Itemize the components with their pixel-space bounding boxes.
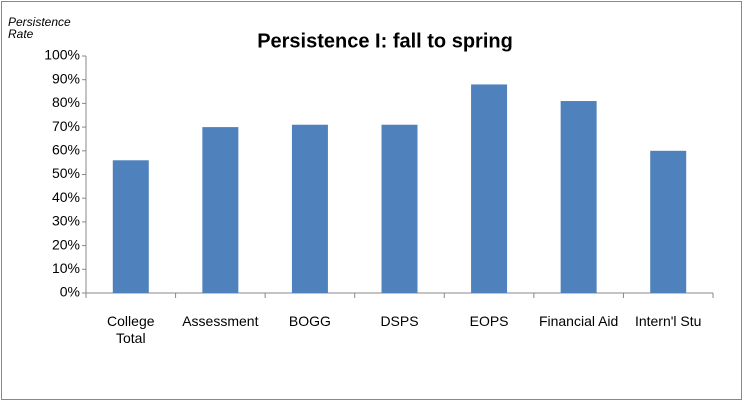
y-axis-label: Persistence Rate xyxy=(8,15,71,41)
y-tick-label: 100% xyxy=(44,47,80,63)
y-tick-label: 50% xyxy=(52,165,80,181)
bar xyxy=(471,84,508,293)
bar xyxy=(112,160,149,293)
x-tick-label: Intern'l Stu xyxy=(634,313,702,329)
bar xyxy=(202,127,239,293)
bar xyxy=(381,124,418,293)
y-tick-label: 20% xyxy=(52,236,80,252)
y-tick-label: 10% xyxy=(52,260,80,276)
bar xyxy=(291,124,328,293)
chart-title: Persistence I: fall to spring xyxy=(257,30,513,52)
y-tick-label: 70% xyxy=(52,118,80,134)
x-tick-label: College Total xyxy=(107,313,155,346)
x-tick-label: Financial Aid xyxy=(538,313,619,329)
x-tick-label: Assessment xyxy=(182,313,259,329)
x-tick-label: BOGG xyxy=(288,313,331,329)
bar xyxy=(650,150,687,293)
y-tick-label: 30% xyxy=(52,213,80,229)
x-tick-label: DSPS xyxy=(380,313,419,329)
y-tick-label: 0% xyxy=(60,284,80,300)
y-tick-label: 40% xyxy=(52,189,80,205)
y-tick-label: 80% xyxy=(52,94,80,110)
bar xyxy=(560,101,597,293)
y-tick-label: 90% xyxy=(52,70,80,86)
x-tick-label: EOPS xyxy=(469,313,509,329)
y-tick-label: 60% xyxy=(52,142,80,158)
